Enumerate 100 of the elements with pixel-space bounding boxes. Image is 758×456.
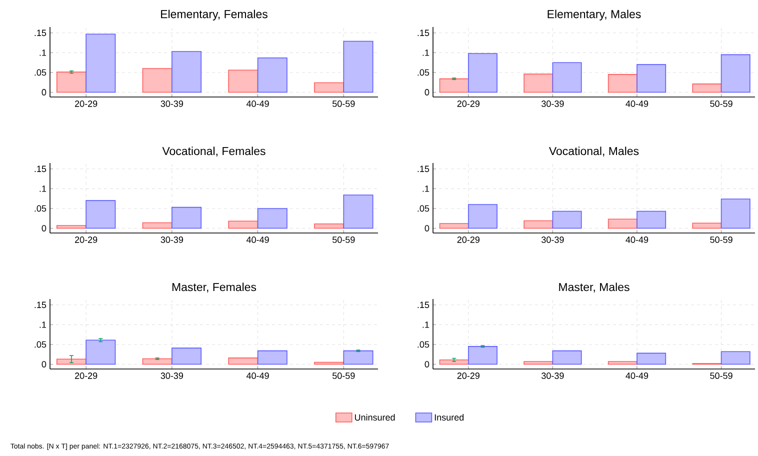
bar <box>439 360 469 365</box>
y-tick-label: .15 <box>34 302 46 308</box>
y-tick-label: .05 <box>34 341 46 348</box>
x-tick-label: 40-49 <box>246 236 269 243</box>
bar <box>552 350 582 365</box>
chart-title: Elementary, Males <box>548 10 641 20</box>
bar <box>56 225 86 229</box>
y-tick-label: .05 <box>418 69 430 76</box>
bar <box>636 210 666 229</box>
x-tick-label: 50-59 <box>710 100 732 107</box>
legend-label: Uninsured <box>354 414 395 421</box>
x-tick-label: 20-29 <box>75 236 98 243</box>
y-tick-label: .15 <box>418 302 430 308</box>
bar <box>608 74 638 93</box>
y-tick-label: 0 <box>424 361 430 368</box>
bar <box>56 358 86 365</box>
bar <box>228 70 258 93</box>
x-tick-label: 40-49 <box>626 372 648 379</box>
x-tick-label: 40-49 <box>246 372 269 379</box>
bar <box>468 204 498 229</box>
chart-title: Vocational, Females <box>162 146 266 156</box>
y-tick-label: 0 <box>424 225 430 232</box>
bar <box>636 64 666 93</box>
bar <box>142 222 172 229</box>
y-tick-label: 0 <box>424 89 430 96</box>
x-tick-label: 50-59 <box>710 236 732 243</box>
bar <box>228 220 258 229</box>
bar <box>468 346 498 365</box>
bar <box>56 72 86 93</box>
bar <box>343 194 374 229</box>
y-tick-label: .1 <box>422 50 430 56</box>
bar <box>608 361 638 365</box>
y-tick-label: .15 <box>34 30 46 36</box>
x-tick-label: 40-49 <box>626 236 648 243</box>
chart-title: Master, Females <box>172 282 256 292</box>
bar <box>468 53 498 93</box>
y-tick-label: .15 <box>418 30 430 36</box>
bar <box>257 208 288 229</box>
x-tick-label: 20-29 <box>75 372 98 379</box>
x-tick-label: 40-49 <box>626 100 648 107</box>
legend-label: Insured <box>434 414 464 421</box>
bar <box>720 198 750 229</box>
y-tick-label: .1 <box>422 322 430 328</box>
bar <box>692 222 722 229</box>
y-tick-label: .15 <box>34 166 46 172</box>
y-tick-label: .05 <box>418 341 430 348</box>
bar <box>172 348 202 365</box>
bar <box>720 351 750 365</box>
y-tick-label: .1 <box>40 322 46 328</box>
bar <box>636 352 666 365</box>
chart-title: Elementary, Females <box>161 10 268 20</box>
bar <box>314 82 344 93</box>
bar <box>172 206 202 229</box>
bar <box>552 62 582 93</box>
bar <box>343 350 374 365</box>
chart-title: Vocational, Males <box>548 146 639 156</box>
bar <box>257 350 288 365</box>
bar <box>524 361 554 365</box>
bar <box>86 340 116 365</box>
y-tick-label: 0 <box>42 361 46 368</box>
bar <box>257 57 288 93</box>
bar <box>142 68 172 93</box>
x-tick-label: 50-59 <box>332 100 355 107</box>
bar <box>692 84 722 93</box>
bar <box>86 200 116 229</box>
x-tick-label: 50-59 <box>332 236 355 243</box>
x-tick-label: 30-39 <box>542 236 564 243</box>
bar <box>439 78 469 93</box>
y-tick-label: .1 <box>422 186 430 192</box>
y-tick-label: 0 <box>42 89 46 96</box>
x-tick-label: 20-29 <box>457 372 480 379</box>
bar <box>228 358 258 365</box>
x-tick-label: 30-39 <box>160 372 184 379</box>
x-tick-label: 30-39 <box>542 100 564 107</box>
x-tick-label: 20-29 <box>75 100 98 107</box>
bar <box>720 54 750 93</box>
bar <box>524 74 554 93</box>
y-tick-label: .05 <box>418 205 430 212</box>
y-tick-label: 0 <box>42 225 46 232</box>
bar <box>608 218 638 229</box>
bar <box>439 223 469 229</box>
bar <box>172 51 202 93</box>
x-tick-label: 20-29 <box>457 100 480 107</box>
x-tick-label: 30-39 <box>160 100 184 107</box>
y-tick-label: .05 <box>34 69 46 76</box>
x-tick-label: 50-59 <box>710 372 732 379</box>
bar <box>552 210 582 229</box>
y-tick-label: .05 <box>34 205 46 212</box>
x-tick-label: 30-39 <box>160 236 184 243</box>
x-tick-label: 30-39 <box>542 372 564 379</box>
y-tick-label: .1 <box>40 50 46 56</box>
x-tick-label: 50-59 <box>332 372 355 379</box>
bar <box>86 34 116 93</box>
bar <box>524 220 554 229</box>
bar <box>314 224 344 229</box>
x-tick-label: 20-29 <box>457 236 480 243</box>
x-tick-label: 40-49 <box>246 100 269 107</box>
y-tick-label: .15 <box>418 166 430 172</box>
chart-title: Master, Males <box>559 282 630 292</box>
bar <box>343 40 374 93</box>
